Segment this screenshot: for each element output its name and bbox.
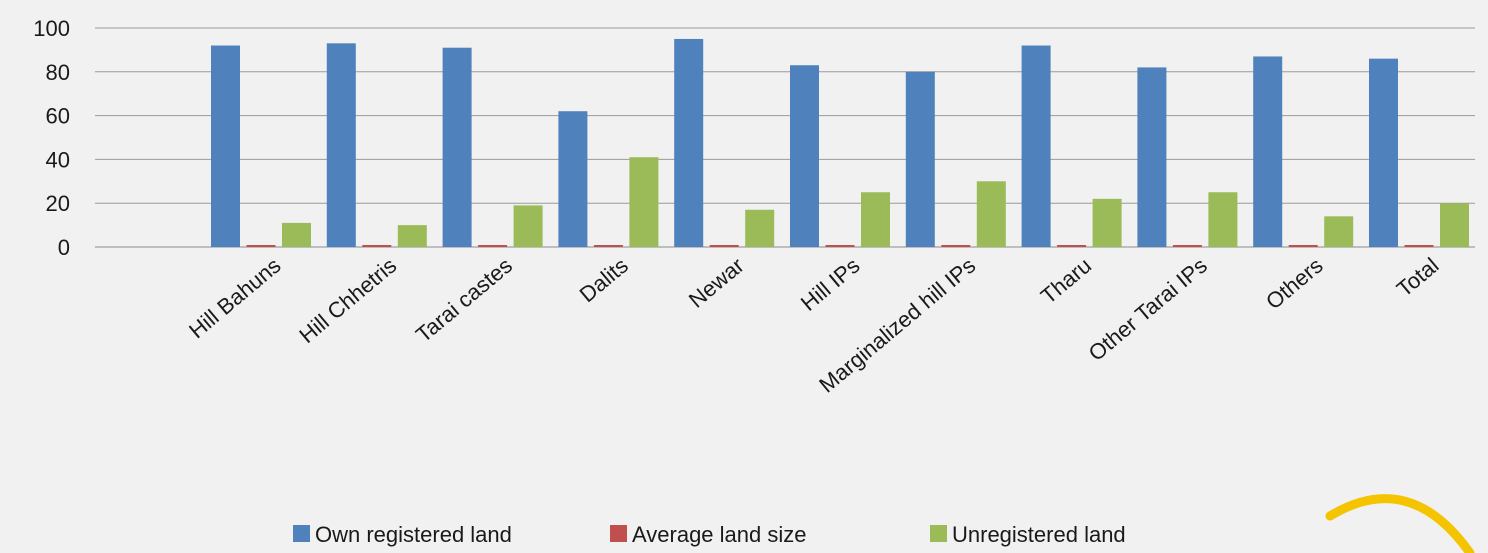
y-tick-label: 80 bbox=[46, 60, 70, 85]
bar-own-registered-land-marginalized-hill-ips bbox=[905, 71, 935, 247]
legend-swatch-unregistered-land bbox=[930, 525, 947, 542]
bar-own-registered-land-other-tarai-ips bbox=[1137, 67, 1167, 247]
bar-average-land-size-total bbox=[1404, 245, 1434, 247]
bar-own-registered-land-hill-bahuns bbox=[211, 45, 240, 247]
bar-average-land-size-hill-ips bbox=[825, 245, 855, 247]
highlight-arc-icon bbox=[1325, 494, 1475, 553]
legend: Own registered land Average land size Unre… bbox=[293, 522, 1126, 547]
x-tick-label: Total bbox=[1392, 253, 1444, 302]
y-tick-label: 100 bbox=[33, 16, 70, 41]
x-tick-label: Tharu bbox=[1036, 253, 1096, 309]
x-tick-label: Other Tarai IPs bbox=[1084, 253, 1212, 366]
y-axis-ticks: 0 20 40 60 80 100 bbox=[33, 16, 70, 260]
bar-unregistered-land-marginalized-hill-ips bbox=[976, 181, 1006, 247]
legend-label-average-land-size: Average land size bbox=[632, 522, 807, 547]
x-tick-label: Others bbox=[1261, 253, 1328, 315]
bar-unregistered-land-hill-bahuns bbox=[282, 222, 311, 247]
bar-average-land-size-dalits bbox=[593, 245, 623, 247]
bar-own-registered-land-tharu bbox=[1021, 45, 1051, 247]
y-tick-label: 0 bbox=[58, 235, 70, 260]
x-tick-label: Hill IPs bbox=[796, 253, 865, 316]
y-tick-label: 20 bbox=[46, 191, 70, 216]
bar-average-land-size-marginalized-hill-ips bbox=[941, 245, 971, 247]
legend-swatch-own-registered-land bbox=[293, 525, 310, 542]
x-axis-ticks: Hill Bahuns Hill Chhetris Tarai castes Dali… bbox=[184, 253, 1443, 398]
bar-unregistered-land-others bbox=[1324, 216, 1354, 247]
bar-unregistered-land-tarai-castes bbox=[513, 205, 543, 247]
bar-unregistered-land-dalits bbox=[629, 157, 659, 247]
bar-unregistered-land-hill-chhetris bbox=[397, 225, 427, 247]
x-tick-label: Hill Chhetris bbox=[294, 253, 401, 348]
x-tick-label: Dalits bbox=[575, 253, 633, 308]
bar-average-land-size-other-tarai-ips bbox=[1172, 245, 1202, 247]
bar-unregistered-land-tharu bbox=[1092, 198, 1122, 247]
y-tick-label: 40 bbox=[46, 147, 70, 172]
bar-unregistered-land-total bbox=[1440, 203, 1469, 247]
bar-own-registered-land-total bbox=[1369, 58, 1398, 247]
x-tick-label: Newar bbox=[684, 253, 749, 313]
x-tick-label: Tarai castes bbox=[411, 253, 517, 348]
bar-average-land-size-others bbox=[1288, 245, 1318, 247]
legend-label-unregistered-land: Unregistered land bbox=[952, 522, 1126, 547]
bar-average-land-size-hill-chhetris bbox=[362, 245, 392, 247]
bar-own-registered-land-dalits bbox=[558, 111, 588, 247]
x-tick-label: Hill Bahuns bbox=[184, 253, 285, 344]
bar-own-registered-land-newar bbox=[674, 38, 704, 248]
bar-average-land-size-tarai-castes bbox=[478, 245, 508, 247]
bar-unregistered-land-other-tarai-ips bbox=[1208, 192, 1238, 247]
bars bbox=[211, 38, 1469, 248]
legend-label-own-registered-land: Own registered land bbox=[315, 522, 512, 547]
bar-unregistered-land-newar bbox=[745, 209, 775, 247]
bar-own-registered-land-others bbox=[1253, 56, 1283, 247]
bar-unregistered-land-hill-ips bbox=[861, 192, 890, 247]
bar-average-land-size-tharu bbox=[1057, 245, 1087, 247]
bar-own-registered-land-hill-ips bbox=[790, 65, 819, 247]
bar-own-registered-land-hill-chhetris bbox=[326, 43, 356, 247]
gridlines bbox=[95, 27, 1475, 248]
y-tick-label: 60 bbox=[46, 104, 70, 129]
bar-average-land-size-hill-bahuns bbox=[246, 245, 276, 247]
bar-average-land-size-newar bbox=[709, 245, 739, 247]
bar-own-registered-land-tarai-castes bbox=[442, 47, 472, 248]
legend-swatch-average-land-size bbox=[610, 525, 627, 542]
